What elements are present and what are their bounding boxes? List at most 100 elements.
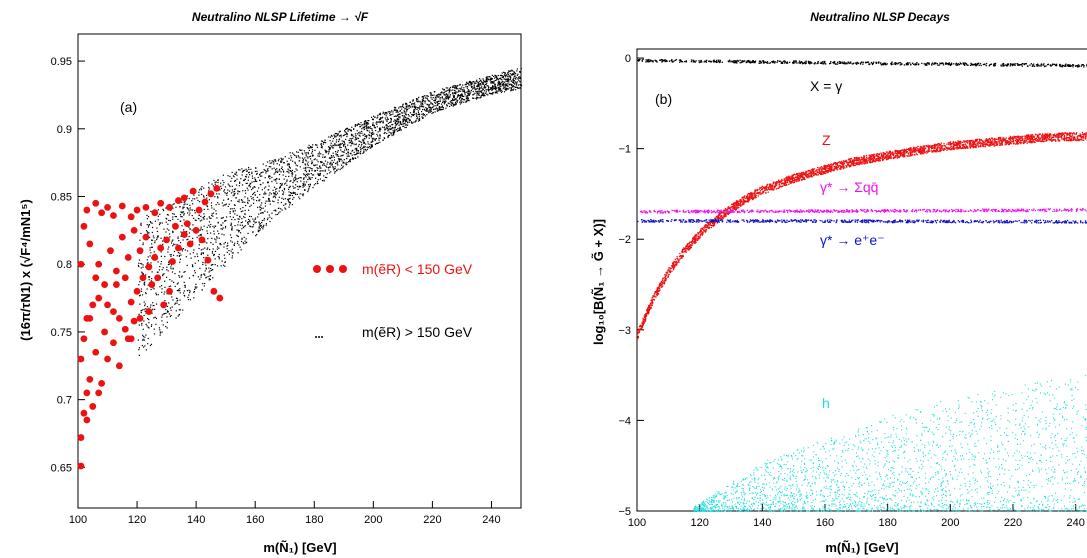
band-data-point [666, 60, 668, 63]
band-data-point [1002, 65, 1004, 67]
black-data-point [383, 126, 386, 128]
black-data-point [332, 144, 334, 146]
black-data-point [215, 213, 217, 215]
black-data-point [370, 147, 372, 149]
black-data-point [482, 88, 484, 91]
black-data-point [326, 173, 328, 175]
band-data-point [809, 170, 811, 172]
black-data-point [420, 110, 423, 113]
band-data-point [815, 173, 817, 175]
band-data-point [807, 61, 810, 64]
black-data-point [494, 83, 496, 85]
band-data-point [901, 154, 904, 156]
black-data-point [413, 113, 415, 116]
black-data-point [369, 132, 371, 134]
band-data-point [1033, 140, 1035, 142]
band-data-point [1017, 64, 1019, 66]
black-data-point [338, 131, 340, 133]
black-data-point [486, 89, 488, 91]
black-data-point [347, 153, 349, 155]
black-data-point [387, 136, 389, 139]
band-data-point [821, 62, 823, 65]
black-data-point [395, 120, 397, 123]
black-data-point [406, 107, 408, 109]
black-data-point [233, 190, 236, 193]
black-data-point [170, 254, 172, 256]
band-data-point [884, 62, 887, 65]
black-data-point [376, 123, 378, 125]
black-data-point [330, 164, 332, 166]
black-data-point [278, 178, 280, 180]
black-data-point [147, 256, 149, 258]
band-data-point [766, 61, 768, 64]
panel-a: Neutralino NLSP Lifetime → √F 100 120 140 1… [18, 10, 523, 555]
black-data-point [517, 78, 519, 80]
black-data-point [363, 126, 365, 129]
black-data-point [147, 337, 149, 340]
black-data-point [390, 121, 392, 123]
black-data-point [342, 135, 344, 137]
black-data-point [404, 126, 406, 129]
x-tick-label: 180 [878, 517, 896, 529]
black-data-point [441, 91, 443, 93]
black-data-point [475, 80, 477, 82]
band-data-point [909, 154, 912, 156]
red-data-point [175, 197, 182, 204]
black-data-point [153, 237, 155, 239]
black-data-point [237, 200, 239, 202]
black-data-point [415, 106, 417, 108]
black-data-point [402, 120, 405, 123]
black-data-point [393, 120, 395, 122]
black-data-point [217, 179, 219, 181]
black-data-point [143, 282, 145, 284]
band-data-point [650, 60, 652, 62]
black-data-point [221, 228, 223, 230]
black-data-point [274, 178, 277, 181]
black-data-point [398, 119, 400, 121]
black-data-point [311, 176, 313, 179]
black-data-point [189, 204, 191, 206]
band-data-point [777, 187, 779, 190]
black-data-point [241, 174, 243, 176]
black-data-point [242, 201, 244, 203]
black-data-point [415, 119, 417, 122]
black-data-point [505, 76, 507, 78]
black-data-point [212, 212, 215, 214]
y-tick-label: 0.75 [51, 327, 72, 339]
black-data-point [346, 133, 348, 135]
black-data-point [281, 161, 283, 163]
black-data-point [518, 84, 520, 86]
black-data-point [379, 137, 381, 139]
band-data-point [762, 61, 765, 64]
black-data-point [167, 251, 169, 253]
black-data-point [253, 186, 255, 188]
band-data-point [868, 159, 870, 161]
black-data-point [497, 74, 499, 77]
black-data-point [389, 125, 391, 127]
black-data-point [245, 220, 247, 222]
black-data-point [516, 70, 518, 72]
black-data-point [486, 80, 488, 83]
band-data-point [661, 60, 663, 62]
band-data-point [708, 227, 711, 229]
black-data-point [386, 117, 389, 119]
black-data-point [356, 152, 358, 154]
black-data-point [459, 103, 461, 105]
black-data-point [151, 246, 154, 248]
black-data-point [339, 143, 341, 145]
black-data-point [200, 274, 202, 276]
black-data-point [269, 200, 271, 202]
band-data-point [715, 61, 718, 63]
band-data-point [880, 62, 882, 64]
black-data-point [289, 167, 291, 169]
black-data-point [466, 81, 468, 83]
black-data-point [305, 173, 307, 176]
black-data-point [347, 155, 350, 157]
black-data-point [478, 94, 480, 96]
band-data-point [812, 168, 814, 171]
red-data-point [154, 274, 162, 282]
band-data-point [972, 63, 974, 66]
black-data-point [514, 74, 516, 76]
band-data-point [659, 59, 662, 61]
black-data-point [497, 78, 500, 80]
